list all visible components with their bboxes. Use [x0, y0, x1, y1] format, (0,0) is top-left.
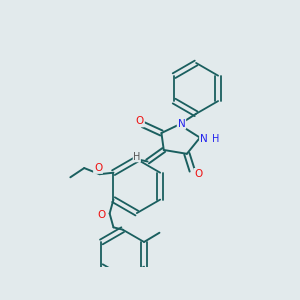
Text: O: O: [94, 163, 102, 173]
Text: N: N: [178, 119, 185, 129]
Text: O: O: [136, 116, 144, 127]
Text: O: O: [98, 210, 106, 220]
Text: O: O: [194, 169, 202, 179]
Text: H: H: [212, 134, 219, 144]
Text: N: N: [200, 134, 208, 144]
Text: H: H: [133, 152, 140, 162]
